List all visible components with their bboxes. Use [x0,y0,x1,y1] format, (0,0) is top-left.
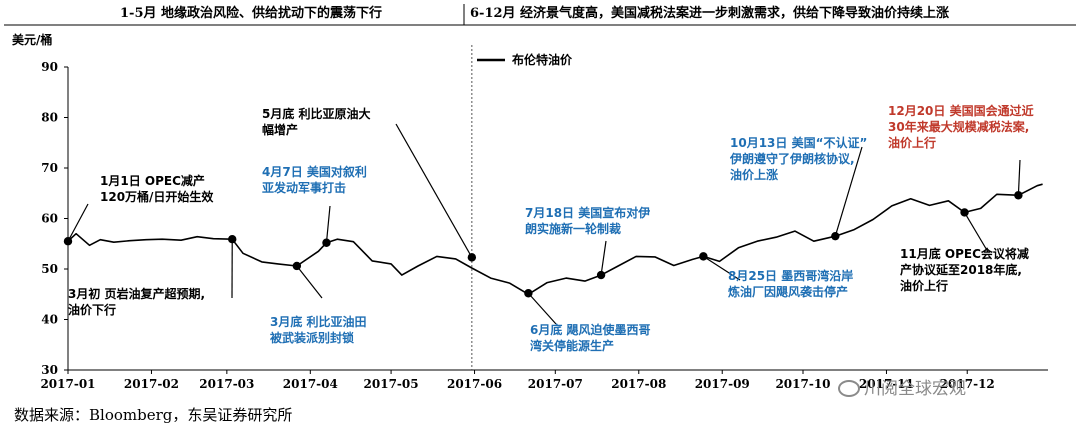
x-tick-label: 2017-11 [859,377,914,391]
annotation-leader [834,146,863,237]
annotation-line: 伊朗遵守了伊朗核协议, [729,151,855,166]
annotation-leader [1017,159,1021,196]
y-tick-label: 40 [41,313,58,327]
y-tick-label: 50 [41,262,58,276]
annotation-line: 10月13日 美国“不认证” [730,135,867,150]
y-tick-label: 60 [41,212,58,226]
event-marker [831,231,840,241]
annotation-text: 4月7日 美国对叙利亚发动军事打击 [262,164,367,195]
event-marker [596,270,606,280]
x-tick-label: 2017-07 [528,377,583,391]
annotation-text: 8月25日 墨西哥湾沿岸炼油厂因飓风袭击停产 [728,268,853,299]
annotation-line: 被武装派别封锁 [270,330,354,345]
annotation-line: 11月底 OPEC会议将减 [900,246,1029,261]
header-right: 6-12月 经济景气度高，美国减税法案进一步刺激需求，供给下降导致油价持续上涨 [470,5,949,21]
wechat-icon [838,380,860,397]
watermark-text: 川阅全球宏观 [864,379,966,399]
annotation-text: 3月底 利比亚油田被武装派别封锁 [270,314,367,345]
x-tick-label: 2017-03 [199,377,254,391]
x-tick-label: 2017-08 [611,377,666,391]
annotation-line: 湾关停能源生产 [530,338,614,353]
y-axis-label: 美元/桶 [12,32,52,47]
x-tick-label: 2017-12 [940,377,995,391]
annotation-leader [703,255,741,281]
y-tick-label: 70 [41,161,58,175]
annotation-leader [325,205,331,243]
x-tick-label: 2017-02 [124,377,179,391]
annotation-leader [67,203,89,242]
annotation-line: 炼油厂因飓风袭击停产 [728,284,848,299]
annotation-line: 1月1日 OPEC减产 [100,173,205,188]
x-tick-label: 2017-06 [447,377,502,391]
legend-label: 布伦特油价 [512,52,573,67]
annotation-line: 亚发动军事打击 [262,180,346,195]
event-marker [322,238,331,247]
event-marker [960,208,969,217]
annotation-line: 12月20日 美国国会通过近 [888,103,1034,118]
event-marker [63,237,73,246]
event-marker [292,261,302,271]
annotation-line: 4月7日 美国对叙利 [262,164,367,179]
annotation-leader [395,123,473,258]
annotation-leader [527,292,557,325]
annotation-line: 30年来最大规模减税法案, [888,119,1029,134]
annotation-line: 6月底 飓风迫使墨西哥 [530,322,651,337]
annotation-line: 油价上行 [900,278,948,293]
x-tick-label: 2017-04 [283,377,338,391]
annotation-line: 油价上行 [888,135,936,150]
annotation-line: 5月底 利比亚原油大 [262,106,371,121]
header-left: 1-5月 地缘政治风险、供给扰动下的震荡下行 [120,5,382,21]
annotation-text: 6月底 飓风迫使墨西哥湾关停能源生产 [530,322,651,353]
source-note: 数据来源：Bloomberg，东吴证券研究所 [14,406,293,424]
annotation-text: 12月20日 美国国会通过近 30年来最大规模减税法案,油价上行 [888,103,1034,150]
annotation-text: 1月1日 OPEC减产 120万桶/日开始生效 [100,173,214,204]
annotation-leader [600,240,607,276]
event-marker [699,252,708,261]
annotation-line: 7月18日 美国宣布对伊 [525,205,650,220]
event-marker [228,235,237,244]
annotation-line: 幅增产 [262,122,298,137]
annotation-leader [964,212,989,253]
annotation-text: 10月13日 美国“不认证”伊朗遵守了伊朗核协议,油价上涨 [729,135,867,182]
annotation-text: 11月底 OPEC会议将减产协议延至2018年底,油价上行 [900,246,1029,293]
x-tick-label: 2017-10 [775,377,830,391]
watermark: 川阅全球宏观 [838,374,966,399]
annotation-line: 油价下行 [68,302,116,317]
annotation-line: 产协议延至2018年底, [900,262,1022,277]
event-marker [467,253,477,262]
event-marker [524,289,533,298]
y-tick-label: 30 [41,363,58,377]
annotation-text: 3月初 页岩油复产超预期,油价下行 [68,286,205,317]
event-marker [1014,191,1023,200]
annotation-line: 3月底 利比亚油田 [270,314,367,329]
annotation-line: 120万桶/日开始生效 [100,189,214,204]
y-tick-label: 80 [41,111,58,125]
annotation-text: 5月底 利比亚原油大幅增产 [262,106,371,137]
x-tick-label: 2017-01 [40,377,95,391]
annotation-line: 朗实施新一轮制裁 [525,221,621,236]
annotation-line: 8月25日 墨西哥湾沿岸 [728,268,853,283]
x-tick-label: 2017-05 [364,377,419,391]
annotation-leader [296,265,323,299]
annotation-line: 3月初 页岩油复产超预期, [68,286,205,301]
brent-price-line [67,183,1043,296]
y-tick-label: 90 [41,60,58,74]
annotation-line: 油价上涨 [730,167,778,182]
annotation-text: 7月18日 美国宣布对伊朗实施新一轮制裁 [525,205,650,236]
x-tick-label: 2017-09 [695,377,750,391]
